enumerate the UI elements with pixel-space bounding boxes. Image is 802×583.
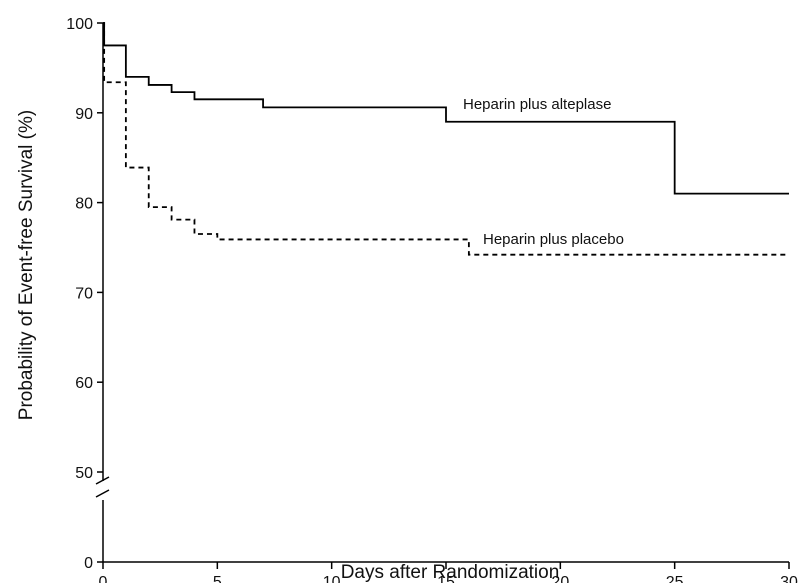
axis-break-mark (95, 489, 110, 498)
y-tick-label: 90 (75, 106, 93, 123)
series-layer (103, 22, 789, 256)
y-tick-label: 80 (75, 196, 93, 213)
x-axis-title: Days after Randomization (341, 562, 560, 583)
y-tick-label: 60 (75, 375, 93, 392)
y-tick-label: 50 (75, 465, 93, 482)
y-axis-title: Probability of Event-free Survival (%) (16, 110, 37, 420)
axes (95, 23, 789, 563)
x-tick-label: 25 (666, 574, 684, 583)
y-tick-label: 70 (75, 285, 93, 302)
y-tick-label: 0 (84, 555, 93, 572)
series-label-alteplase: Heparin plus alteplase (463, 96, 611, 113)
x-tick-label: 15 (437, 574, 455, 583)
x-tick-label: 20 (551, 574, 569, 583)
series-line-alteplase (103, 22, 789, 195)
axis-break-mark (95, 476, 110, 485)
x-tick-label: 0 (99, 574, 108, 583)
x-tick-label: 5 (213, 574, 222, 583)
series-line-placebo (103, 22, 789, 256)
x-tick-label: 30 (780, 574, 798, 583)
y-tick-label: 100 (66, 16, 93, 33)
y-ticks: 0 50 60 70 80 90 100 (66, 16, 103, 572)
x-ticks: 0 5 10 15 20 25 30 (99, 562, 798, 583)
series-label-placebo: Heparin plus placebo (483, 231, 624, 248)
x-tick-label: 10 (323, 574, 341, 583)
